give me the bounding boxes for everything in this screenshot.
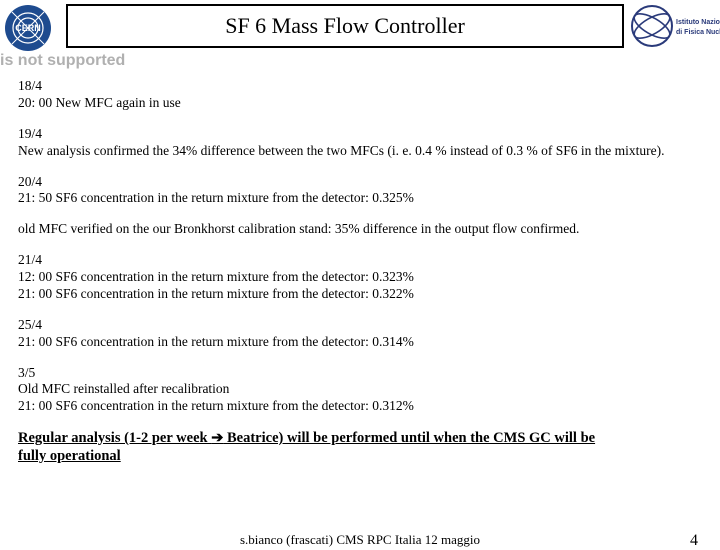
title-box: SF 6 Mass Flow Controller (66, 4, 624, 48)
entry-line: 21: 00 SF6 concentration in the return m… (18, 286, 702, 303)
entry-line: New analysis confirmed the 34% differenc… (18, 143, 702, 160)
final-statement: Regular analysis (1-2 per week ➔ Beatric… (18, 429, 702, 465)
entry-line: 21: 50 SF6 concentration in the return m… (18, 190, 702, 207)
final-part-2: Beatrice) will be performed until when t… (223, 430, 595, 446)
entry-date: 21/4 (18, 252, 702, 269)
entry-0: 18/4 20: 00 New MFC again in use (18, 78, 702, 112)
entry-date: 18/4 (18, 78, 702, 95)
entry-5: 25/4 21: 00 SF6 concentration in the ret… (18, 317, 702, 351)
entry-line: 21: 00 SF6 concentration in the return m… (18, 398, 702, 415)
entry-date: 20/4 (18, 174, 702, 191)
not-supported-text: is not supported (0, 52, 125, 70)
entry-line: 21: 00 SF6 concentration in the return m… (18, 334, 702, 351)
content-area: 18/4 20: 00 New MFC again in use 19/4 Ne… (18, 78, 702, 465)
final-part-3: fully operational (18, 448, 121, 464)
entry-2: 20/4 21: 50 SF6 concentration in the ret… (18, 174, 702, 208)
entry-1: 19/4 New analysis confirmed the 34% diff… (18, 126, 702, 160)
slide-title: SF 6 Mass Flow Controller (225, 13, 465, 39)
entry-date: 3/5 (18, 365, 702, 382)
entry-line: 20: 00 New MFC again in use (18, 95, 702, 112)
entry-date: 25/4 (18, 317, 702, 334)
infn-logo: Istituto Nazionale di Fisica Nucleare (628, 2, 720, 52)
entry-6: 3/5 Old MFC reinstalled after recalibrat… (18, 365, 702, 416)
entry-line: Old MFC reinstalled after recalibration (18, 381, 702, 398)
svg-text:CERN: CERN (15, 23, 41, 33)
final-part-1: Regular analysis (1-2 per week (18, 430, 211, 446)
page-number: 4 (690, 532, 698, 550)
arrow-icon: ➔ (211, 430, 223, 446)
entry-line: old MFC verified on the our Bronkhorst c… (18, 221, 702, 238)
slide-header: CERN SF 6 Mass Flow Controller Istituto … (0, 0, 720, 56)
cern-logo: CERN (4, 4, 52, 52)
entry-3: old MFC verified on the our Bronkhorst c… (18, 221, 702, 238)
entry-date: 19/4 (18, 126, 702, 143)
infn-text-1: Istituto Nazionale (676, 19, 720, 26)
entry-line: 12: 00 SF6 concentration in the return m… (18, 269, 702, 286)
footer-text: s.bianco (frascati) CMS RPC Italia 12 ma… (240, 532, 480, 548)
entry-4: 21/4 12: 00 SF6 concentration in the ret… (18, 252, 702, 303)
infn-text-2: di Fisica Nucleare (676, 29, 720, 36)
